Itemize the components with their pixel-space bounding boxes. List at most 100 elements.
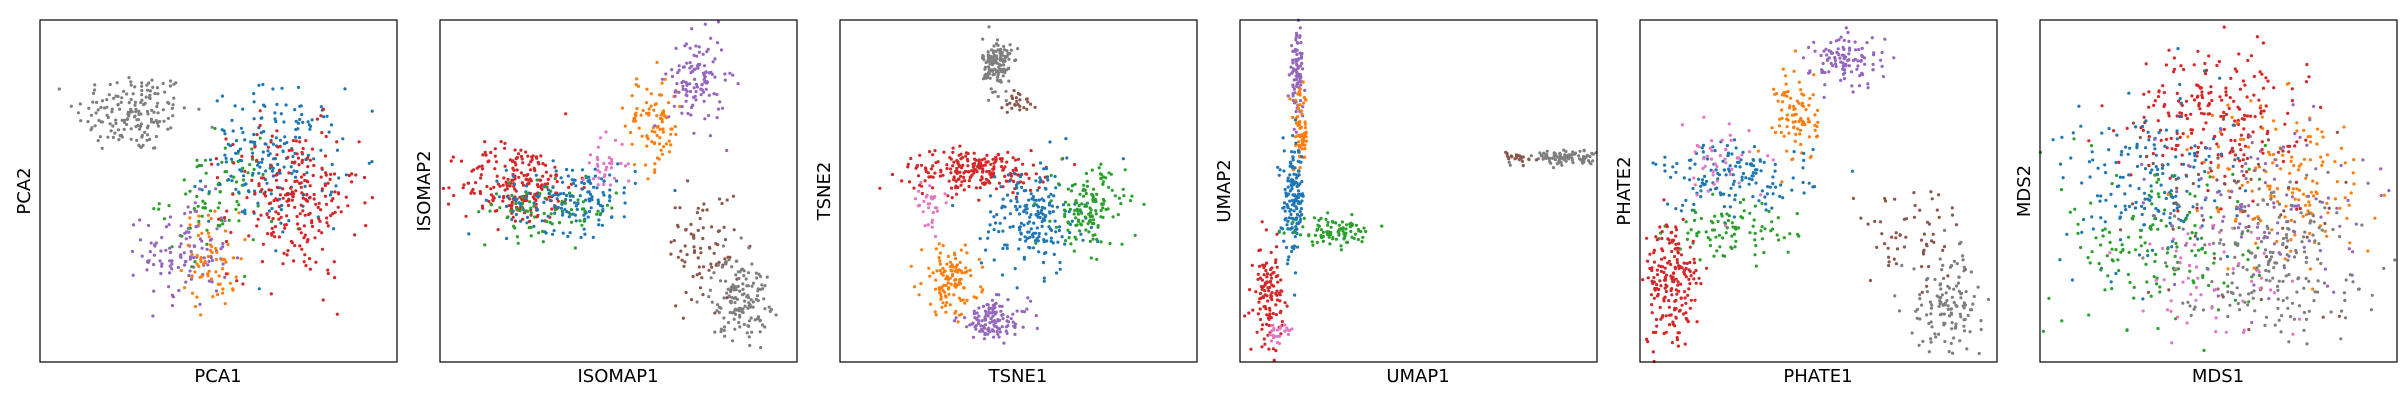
scatter-point — [511, 224, 516, 228]
scatter-point — [224, 239, 229, 244]
scatter-point — [737, 320, 741, 325]
scatter-point — [599, 177, 604, 181]
scatter-point — [296, 121, 300, 125]
scatter-point — [2142, 115, 2146, 119]
scatter-point — [2105, 254, 2109, 258]
scatter-point — [2263, 143, 2267, 148]
scatter-point — [182, 106, 186, 110]
scatter-point — [2176, 260, 2180, 264]
scatter-point — [1979, 327, 1983, 332]
scatter-point — [602, 193, 606, 197]
scatter-point — [1879, 58, 1883, 62]
scatter-point — [501, 183, 505, 187]
scatter-point — [610, 157, 614, 162]
scatter-point — [1824, 47, 1828, 51]
scatter-point — [978, 329, 982, 333]
scatter-point — [599, 212, 603, 216]
scatter-point — [673, 94, 677, 98]
scatter-point — [1695, 320, 1699, 324]
scatter-point — [2246, 229, 2250, 233]
scatter-point — [182, 178, 186, 182]
scatter-point — [2103, 288, 2107, 292]
scatter-point — [198, 275, 202, 279]
scatter-point — [2243, 113, 2247, 117]
scatter-point — [197, 187, 202, 191]
scatter-point — [1270, 291, 1274, 295]
scatter-point — [1868, 278, 1872, 283]
scatter-point — [716, 303, 720, 307]
scatter-point — [1795, 212, 1799, 216]
scatter-point — [2145, 280, 2149, 284]
scatter-point — [1811, 147, 1815, 152]
scatter-point — [1771, 192, 1775, 196]
scatter-point — [122, 89, 126, 93]
scatter-point — [942, 283, 946, 288]
scatter-point — [959, 157, 963, 161]
scatter-point — [971, 335, 976, 339]
scatter-point — [1291, 198, 1295, 202]
scatter-point — [182, 251, 186, 255]
scatter-point — [176, 265, 180, 270]
scatter-point — [736, 270, 741, 274]
scatter-point — [620, 106, 625, 110]
scatter-point — [953, 278, 957, 282]
scatter-point — [1675, 161, 1679, 166]
scatter-point — [1303, 143, 1307, 147]
scatter-point — [652, 108, 656, 112]
scatter-point — [132, 115, 137, 119]
scatter-point — [1009, 317, 1013, 321]
scatter-point — [2312, 194, 2316, 198]
scatter-point — [215, 176, 219, 180]
scatter-point — [1006, 173, 1010, 177]
scatter-point — [1296, 106, 1300, 110]
scatter-point — [1310, 240, 1314, 244]
scatter-point — [518, 201, 522, 205]
scatter-point — [992, 258, 996, 262]
scatter-point — [2260, 72, 2264, 76]
scatter-point — [202, 262, 206, 266]
scatter-point — [524, 177, 528, 181]
scatter-point — [573, 178, 577, 182]
scatter-point — [1580, 159, 1584, 163]
scatter-point — [1035, 237, 1039, 241]
scatter-point — [241, 282, 245, 286]
scatter-point — [912, 186, 916, 190]
scatter-point — [1925, 284, 1929, 288]
scatter-point — [197, 264, 201, 268]
scatter-point — [701, 236, 705, 241]
scatter-point — [689, 298, 694, 302]
scatter-point — [2106, 274, 2110, 278]
scatter-point — [1950, 327, 1954, 331]
scatter-point — [269, 192, 273, 196]
scatter-point — [747, 319, 752, 323]
scatter-point — [1651, 281, 1655, 286]
scatter-point — [704, 87, 708, 91]
scatter-point — [298, 244, 302, 248]
scatter-point — [1316, 227, 1320, 231]
scatter-point — [224, 272, 228, 276]
scatter-point — [209, 277, 213, 281]
scatter-point — [1251, 308, 1255, 312]
scatter-point — [2144, 262, 2148, 266]
scatter-point — [190, 275, 194, 279]
scatter-point — [967, 170, 971, 174]
scatter-point — [1011, 320, 1015, 324]
scatter-point — [1094, 209, 1098, 213]
scatter-point — [992, 72, 997, 76]
scatter-point — [2286, 144, 2290, 148]
scatter-point — [2143, 197, 2147, 201]
scatter-point — [2180, 153, 2184, 157]
scatter-point — [1304, 131, 1308, 135]
scatter-point — [1588, 154, 1592, 159]
scatter-point — [1339, 227, 1343, 231]
scatter-point — [2088, 261, 2092, 265]
scatter-point — [694, 90, 698, 94]
scatter-point — [269, 292, 273, 296]
scatter-point — [967, 184, 971, 189]
scatter-point — [955, 263, 959, 267]
scatter-point — [1959, 291, 1964, 295]
scatter-point — [701, 208, 705, 212]
scatter-point — [1771, 182, 1775, 186]
scatter-point — [1278, 299, 1282, 303]
scatter-point — [2123, 192, 2127, 196]
